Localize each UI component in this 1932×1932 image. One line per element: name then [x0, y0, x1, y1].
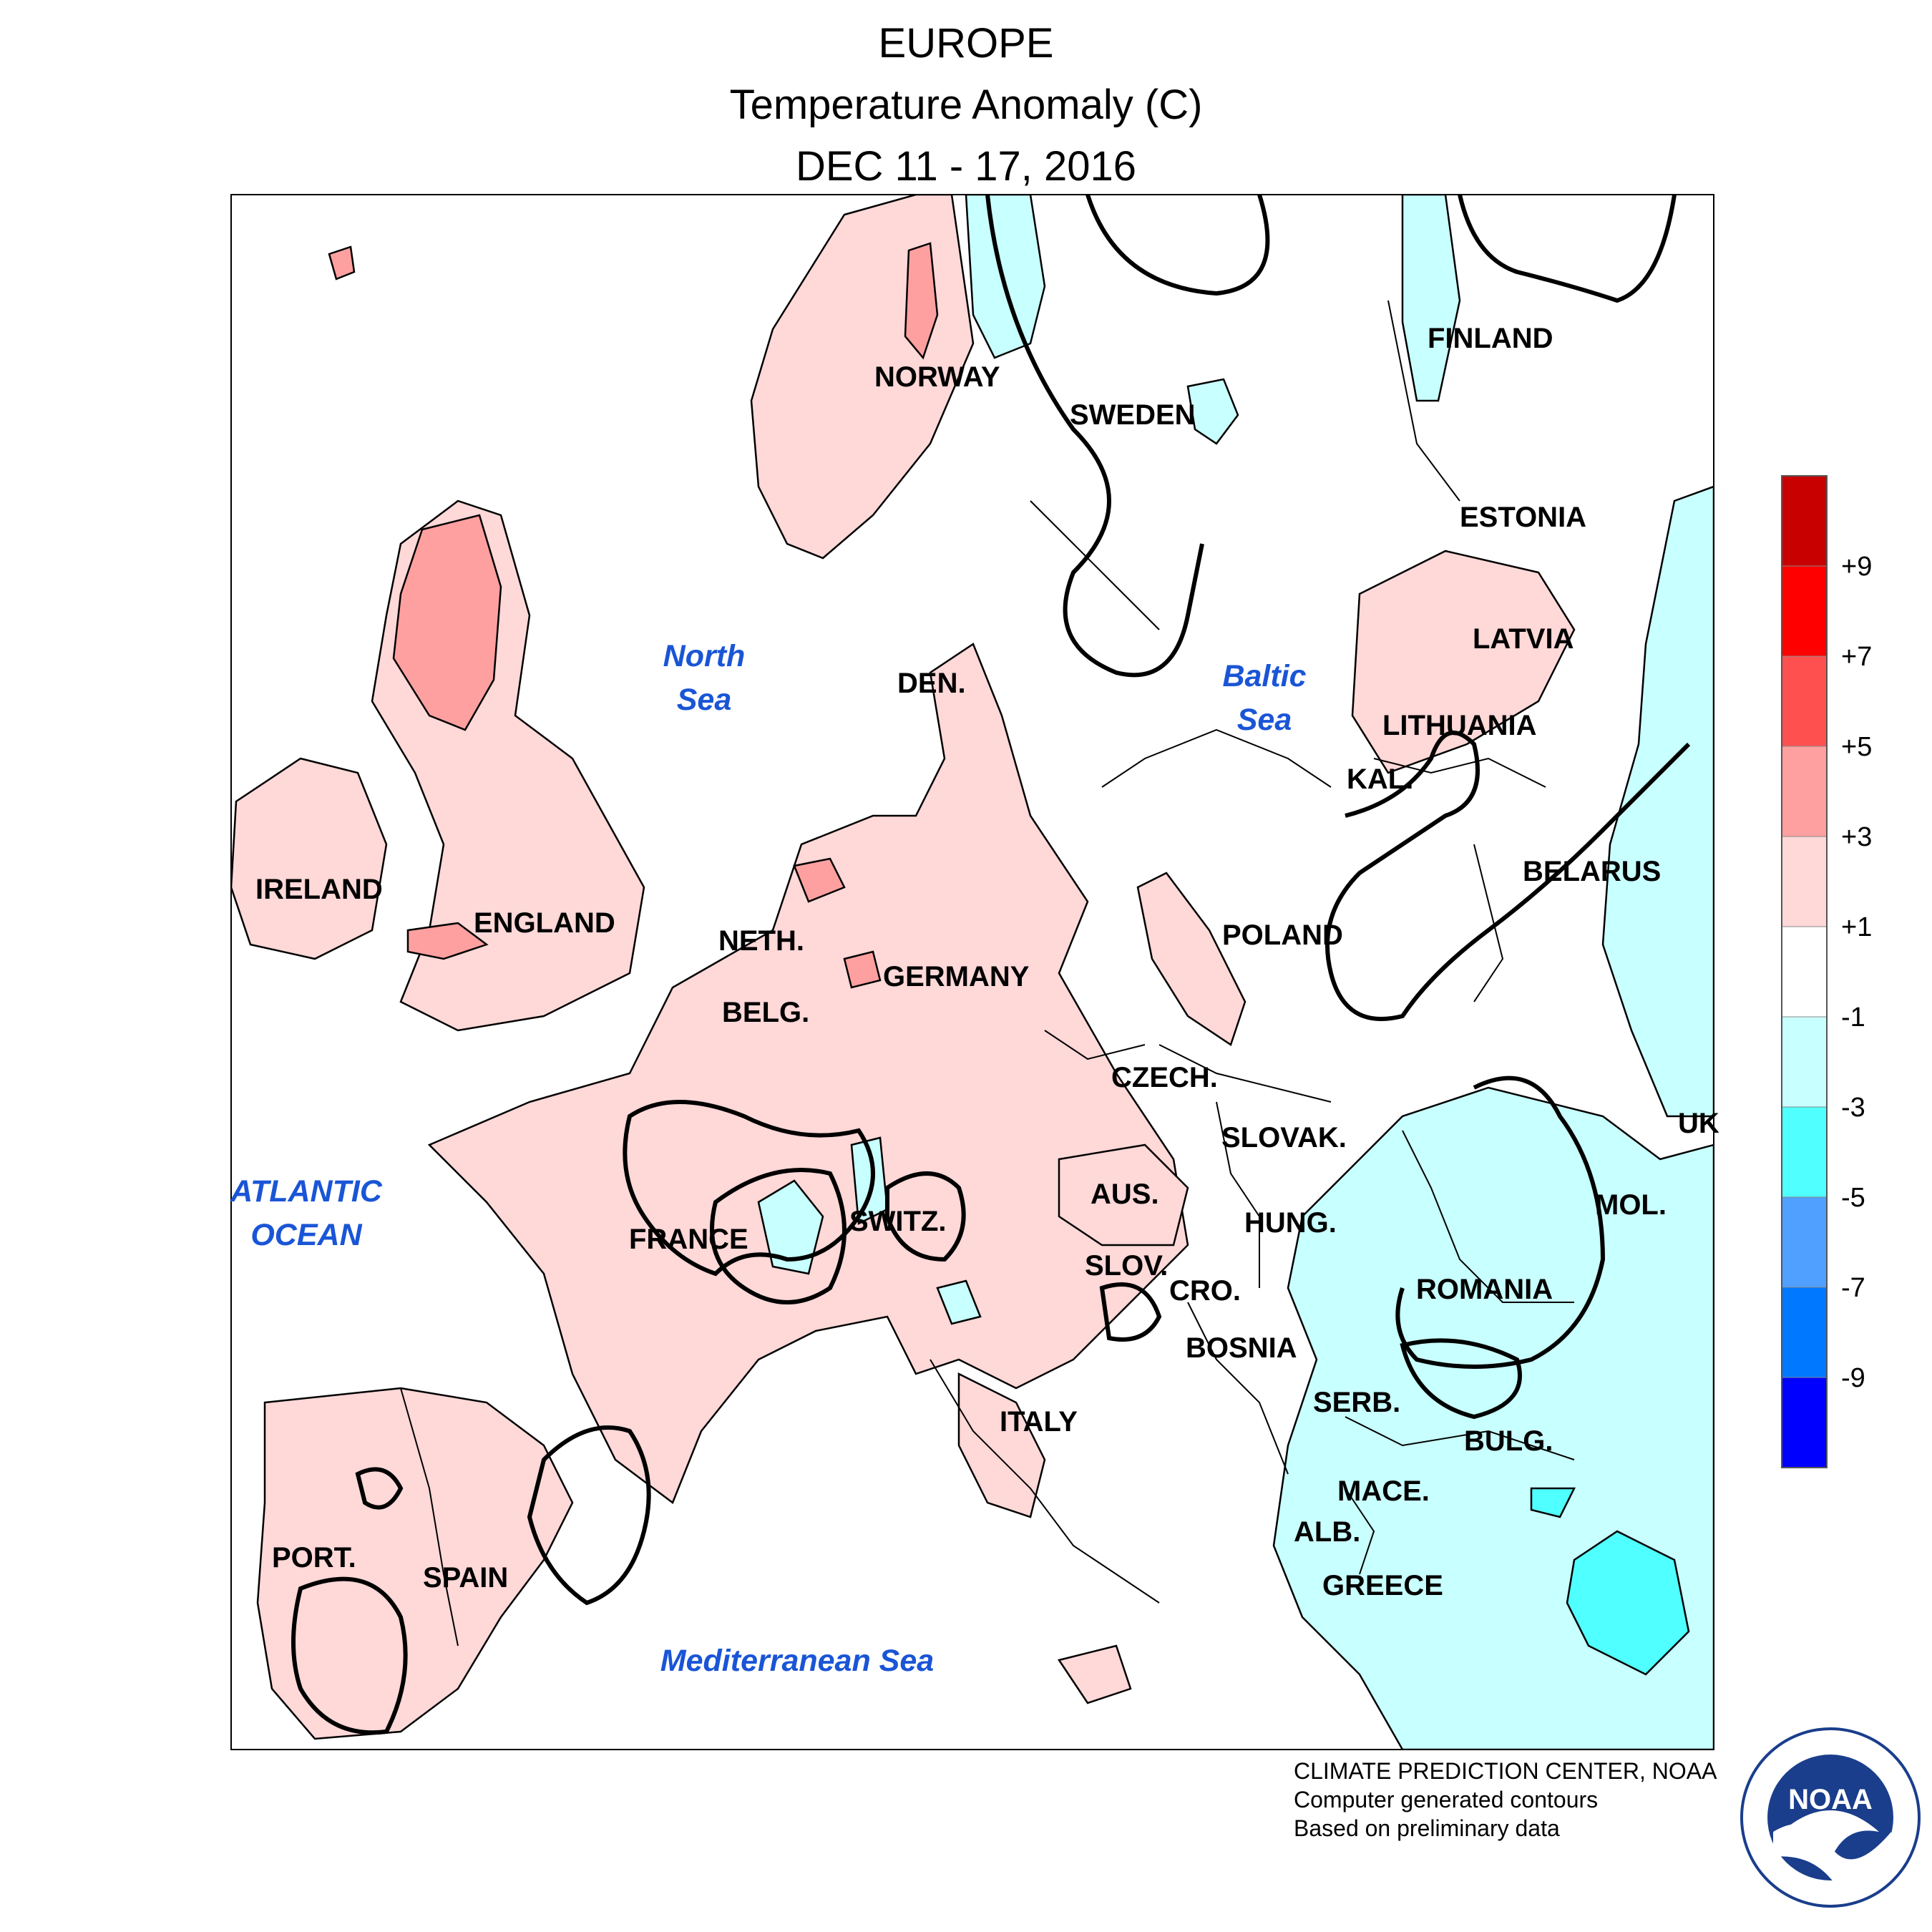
- legend-tick-label: +1: [1841, 912, 1872, 942]
- legend-swatch: [1781, 1016, 1828, 1108]
- label-alb: ALB.: [1294, 1516, 1360, 1548]
- label-den: DEN.: [897, 668, 966, 699]
- legend-swatch: [1781, 926, 1828, 1018]
- label-neth: NETH.: [718, 925, 804, 957]
- label-mol: MOL.: [1595, 1189, 1667, 1221]
- color-legend: +9 +7 +5 +3 +1 -1 -3 -5 -7 -9: [1781, 475, 1872, 1468]
- label-poland: POLAND: [1222, 919, 1343, 951]
- label-bulg: BULG.: [1464, 1425, 1553, 1457]
- label-cro: CRO.: [1169, 1275, 1241, 1307]
- zero-contours: [291, 195, 1691, 1735]
- label-belg: BELG.: [722, 997, 809, 1028]
- credit-line-3: Based on preliminary data: [1294, 1815, 1560, 1841]
- legend-swatch: [1781, 565, 1828, 657]
- label-norway: NORWAY: [874, 361, 1000, 393]
- legend-tick-label: -9: [1841, 1363, 1865, 1393]
- strong-warm-anomaly-areas: [328, 242, 939, 989]
- label-lithuania: LITHUANIA: [1382, 710, 1537, 741]
- credit-line-1: CLIMATE PREDICTION CENTER, NOAA: [1294, 1758, 1717, 1784]
- label-port: PORT.: [272, 1542, 356, 1574]
- label-italy: ITALY: [1000, 1406, 1078, 1438]
- label-finland: FINLAND: [1428, 323, 1553, 354]
- label-serb: SERB.: [1313, 1387, 1400, 1418]
- label-england: ENGLAND: [474, 907, 615, 939]
- label-aus: AUS.: [1091, 1179, 1159, 1210]
- label-czech: CZECH.: [1111, 1062, 1218, 1093]
- sea-labels: North Sea Baltic Sea ATLANTIC OCEAN Medi…: [230, 639, 1307, 1678]
- label-atlantic-2: OCEAN: [250, 1218, 362, 1252]
- label-north-sea-2: Sea: [677, 683, 732, 717]
- label-uk: UK: [1678, 1108, 1719, 1139]
- label-ireland: IRELAND: [255, 874, 383, 905]
- legend-swatch: [1781, 1196, 1828, 1288]
- credit-line-2: Computer generated contours: [1294, 1787, 1599, 1813]
- label-france: FRANCE: [629, 1224, 748, 1255]
- label-estonia: ESTONIA: [1460, 502, 1586, 533]
- label-mediterranean: Mediterranean Sea: [660, 1644, 934, 1678]
- label-baltic-sea-2: Sea: [1237, 703, 1292, 737]
- label-baltic-sea-1: Baltic: [1222, 659, 1306, 693]
- label-romania: ROMANIA: [1416, 1274, 1553, 1305]
- legend-swatch: [1781, 746, 1828, 837]
- label-mace: MACE.: [1337, 1475, 1430, 1507]
- legend-tick-label: +9: [1841, 552, 1872, 582]
- label-kal: KAL.: [1347, 763, 1413, 795]
- label-bosnia: BOSNIA: [1186, 1332, 1297, 1364]
- label-belarus: BELARUS: [1523, 856, 1661, 887]
- label-switz: SWITZ.: [849, 1206, 947, 1237]
- legend-tick-label: +3: [1841, 822, 1872, 852]
- noaa-logo-text: NOAA: [1788, 1784, 1873, 1815]
- strong-cool-anomaly-areas: [1530, 1487, 1690, 1676]
- label-spain: SPAIN: [423, 1562, 508, 1594]
- credit-block: CLIMATE PREDICTION CENTER, NOAA Computer…: [1294, 1757, 1717, 1843]
- borders: [400, 300, 1575, 1646]
- map-area: [231, 195, 1714, 1750]
- label-slov: SLOV.: [1085, 1250, 1168, 1282]
- map-title: EUROPE Temperature Anomaly (C) DEC 11 - …: [0, 13, 1932, 197]
- title-variable: Temperature Anomaly (C): [729, 82, 1203, 128]
- label-atlantic-1: ATLANTIC: [230, 1174, 383, 1209]
- country-labels: NORWAY SWEDEN FINLAND ESTONIA LATVIA LIT…: [255, 323, 1719, 1601]
- noaa-logo-icon: NOAA: [1740, 1727, 1921, 1908]
- legend-tick-label: -7: [1841, 1273, 1865, 1303]
- label-slovak: SLOVAK.: [1221, 1122, 1347, 1153]
- label-germany: GERMANY: [883, 961, 1030, 992]
- map-frame: [230, 194, 1714, 1750]
- title-dates: DEC 11 - 17, 2016: [795, 143, 1137, 190]
- legend-tick-label: +5: [1841, 732, 1872, 762]
- legend-swatch: [1781, 655, 1828, 747]
- title-region: EUROPE: [878, 20, 1054, 67]
- legend-swatch: [1781, 1287, 1828, 1378]
- legend-tick-label: -1: [1841, 1002, 1865, 1033]
- legend-swatch: [1781, 1377, 1828, 1468]
- label-hung: HUNG.: [1244, 1207, 1337, 1239]
- label-greece: GREECE: [1322, 1570, 1443, 1601]
- legend-tick-label: -3: [1841, 1093, 1865, 1123]
- legend-tick-label: -5: [1841, 1183, 1865, 1213]
- label-latvia: LATVIA: [1473, 623, 1574, 655]
- label-sweden: SWEDEN: [1070, 399, 1196, 431]
- legend-swatch: [1781, 1106, 1828, 1198]
- legend-swatch: [1781, 475, 1828, 567]
- label-north-sea-1: North: [663, 639, 746, 673]
- legend-frame: [1781, 475, 1828, 1468]
- legend-swatch: [1781, 836, 1828, 927]
- legend-tick-label: +7: [1841, 642, 1872, 672]
